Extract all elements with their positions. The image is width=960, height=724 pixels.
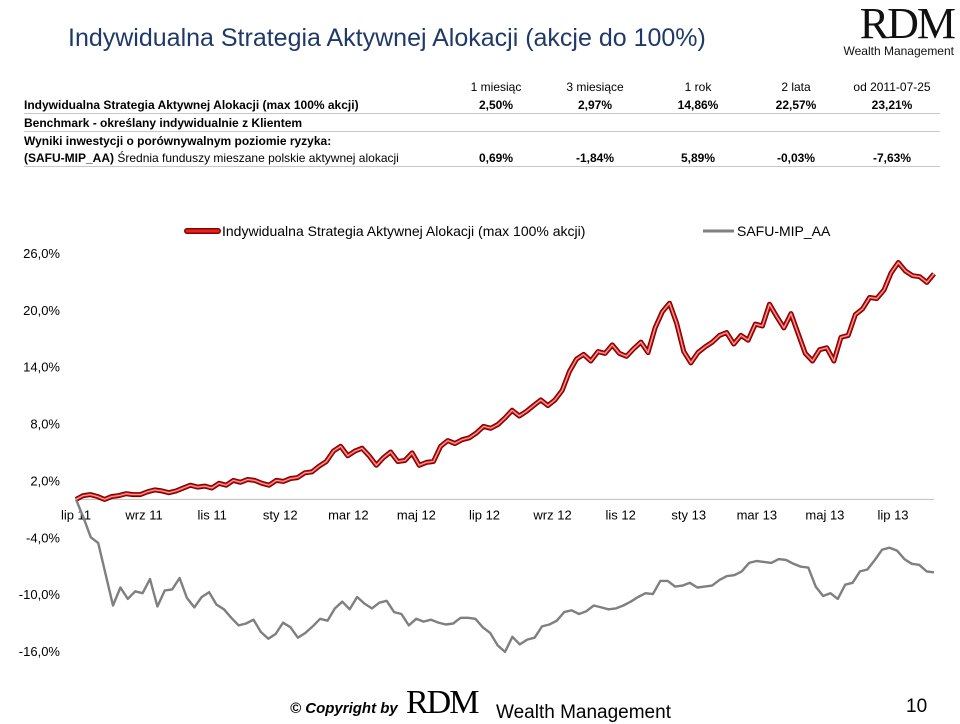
copyright-symbol: ©	[290, 700, 302, 717]
y-tick-label: -4,0%	[26, 530, 60, 545]
copyright-label: Copyright by	[305, 700, 398, 717]
col-header: 1 rok	[684, 80, 712, 94]
table-cell: 22,57%	[748, 96, 844, 114]
y-tick-label: 8,0%	[30, 417, 60, 432]
table-cell: -7,63%	[844, 149, 940, 167]
x-tick-label: lip 13	[877, 507, 908, 522]
performance-table: 1 miesiąc 3 miesiące 1 rok 2 lata od 201…	[24, 78, 940, 167]
table-header-row: 1 miesiąc 3 miesiące 1 rok 2 lata od 201…	[24, 78, 940, 96]
x-tick-label: lis 12	[605, 507, 635, 522]
logo-mark: RDM	[859, 0, 956, 48]
row-label: (SAFU-MIP_AA) Średnia funduszy mieszane …	[24, 149, 450, 167]
legend-label: Indywidualna Strategia Aktywnej Alokacji…	[222, 223, 585, 239]
footer: © Copyright by RDM Wealth Management 10	[0, 684, 960, 723]
performance-chart: 26,0% 20,0% 14,0% 8,0% 2,0% -4,0% -10,0% -16,0%…	[0, 205, 960, 665]
x-tick-label: lip 12	[469, 507, 500, 522]
col-header: od 2011-07-25	[853, 80, 931, 94]
chart-svg: 26,0% 20,0% 14,0% 8,0% 2,0% -4,0% -10,0% -16,0%…	[19, 223, 936, 659]
legend-label: SAFU-MIP_AA	[737, 223, 831, 239]
x-tick-label: mar 13	[737, 507, 777, 522]
table-cell: 23,21%	[844, 96, 940, 114]
x-tick-label: sty 13	[671, 507, 706, 522]
row-label-text: Średnia funduszy mieszane polskie aktywn…	[117, 150, 399, 165]
footer-logo-mark: RDM	[406, 684, 479, 721]
x-tick-label: lis 11	[197, 507, 226, 522]
series-line-benchmark	[74, 498, 935, 654]
table-cell: 2,97%	[542, 96, 648, 114]
table-row: Wyniki inwestycji o porównywalnym poziom…	[24, 132, 940, 150]
page-number: 10	[906, 696, 928, 717]
row-label: Wyniki inwestycji o porównywalnym poziom…	[24, 133, 332, 148]
footer-logo-subtitle: Wealth Management	[496, 702, 671, 723]
x-tick-label: lip 11	[61, 507, 91, 522]
x-tick-label: mar 12	[328, 507, 368, 522]
logo-subtitle: Wealth Management	[843, 44, 954, 58]
y-tick-label: 14,0%	[23, 360, 60, 375]
col-header: 3 miesiące	[566, 80, 624, 94]
row-label-code: (SAFU-MIP_AA)	[24, 150, 114, 165]
x-tick-label: wrz 11	[124, 507, 162, 522]
table-cell: -1,84%	[542, 149, 648, 167]
table-cell: 0,69%	[450, 149, 542, 167]
table-cell: -0,03%	[748, 149, 844, 167]
x-tick-label: maj 12	[397, 507, 436, 522]
table-row: (SAFU-MIP_AA) Średnia funduszy mieszane …	[24, 149, 940, 167]
table-cell: 5,89%	[648, 149, 748, 167]
y-tick-label: 2,0%	[30, 473, 60, 488]
series-line-outline	[74, 260, 936, 502]
row-label: Indywidualna Strategia Aktywnej Alokacji…	[24, 96, 450, 114]
table-cell: 14,86%	[648, 96, 748, 114]
x-tick-label: sty 12	[263, 507, 298, 522]
x-tick-label: wrz 12	[532, 507, 571, 522]
table-row: Indywidualna Strategia Aktywnej Alokacji…	[24, 96, 940, 114]
x-tick-label: maj 13	[805, 507, 844, 522]
page-title: Indywidualna Strategia Aktywnej Alokacji…	[68, 24, 706, 52]
table-row: Benchmark - określany indywidualnie z Kl…	[24, 113, 940, 132]
col-header: 2 lata	[781, 80, 811, 94]
series-line-strategy	[75, 261, 936, 501]
y-tick-label: -10,0%	[19, 587, 61, 602]
y-tick-label: -16,0%	[19, 644, 61, 659]
col-header: 1 miesiąc	[470, 80, 522, 94]
series-line-highlight	[75, 262, 935, 500]
rdm-logo: RDM Wealth Management	[832, 0, 956, 60]
y-tick-label: 26,0%	[23, 246, 60, 261]
y-tick-label: 20,0%	[23, 303, 60, 318]
table-header-blank	[24, 78, 450, 96]
row-label: Benchmark - określany indywidualnie z Kl…	[24, 113, 940, 132]
copyright-text: © Copyright by	[290, 700, 398, 717]
table-cell: 2,50%	[450, 96, 542, 114]
